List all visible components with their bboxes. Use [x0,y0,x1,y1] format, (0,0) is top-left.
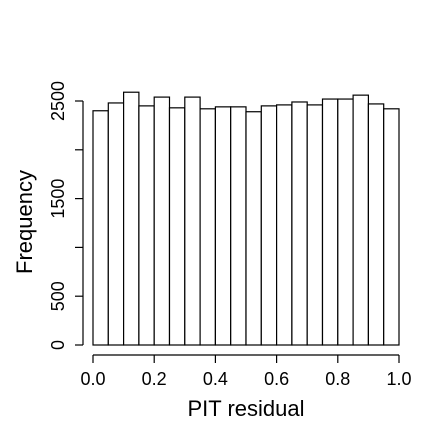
histogram-bar [291,101,308,346]
x-axis: 0.0 0.2 0.4 0.6 0.8 1.0 [80,354,412,389]
x-tick-label: 0.2 [142,369,167,389]
histogram-bar [367,103,385,346]
y-tick-label: 1500 [48,179,68,219]
histogram-bar [337,98,354,346]
x-tick-label: 0.6 [264,369,289,389]
x-tick-label: 0.0 [80,369,105,389]
histogram-bar [214,106,232,346]
x-tick-label: 0.8 [325,369,350,389]
histogram-bar [92,110,109,346]
y-axis-label: Frequency [12,170,37,274]
histogram-bar [260,105,278,346]
x-axis-label: PIT residual [188,396,305,421]
histogram-bar [138,105,155,346]
histogram-bar [153,96,171,346]
histogram-bar [107,102,125,346]
histogram-bar [352,94,370,346]
x-tick-label: 0.4 [203,369,228,389]
y-tick-label: 2500 [48,81,68,121]
histogram-bar [383,108,400,346]
histogram-bar [122,91,140,346]
x-tick-label: 1.0 [386,369,411,389]
histogram-bar [184,96,201,346]
y-tick-label: 500 [48,281,68,311]
histogram-bar [245,111,262,346]
histogram-bar [230,106,247,346]
histogram-bar [199,108,217,346]
histogram-bars [92,91,400,346]
histogram-bar [168,107,186,346]
histogram-bar [306,104,324,346]
histogram-bar [276,104,293,346]
y-tick-label: 0 [48,340,68,350]
histogram-bar [321,98,339,346]
y-axis: 0 500 1500 2500 [48,81,84,350]
